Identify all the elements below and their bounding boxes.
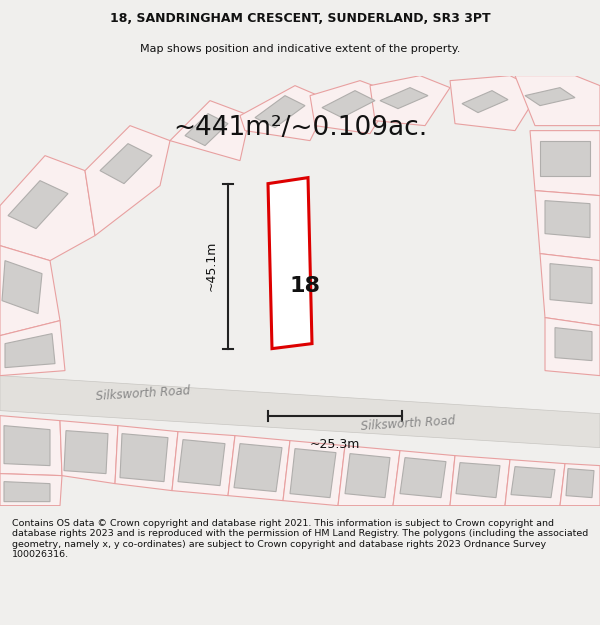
Polygon shape [185, 114, 228, 146]
Polygon shape [172, 432, 235, 496]
Polygon shape [400, 458, 446, 498]
Polygon shape [545, 201, 590, 238]
Polygon shape [268, 177, 312, 349]
Polygon shape [0, 321, 65, 376]
Polygon shape [2, 261, 42, 314]
Polygon shape [540, 141, 590, 176]
Text: 18: 18 [290, 276, 320, 296]
Polygon shape [120, 434, 168, 482]
Polygon shape [525, 88, 575, 106]
Polygon shape [234, 444, 282, 492]
Polygon shape [555, 328, 592, 361]
Text: ~45.1m: ~45.1m [205, 241, 218, 291]
Polygon shape [0, 156, 95, 261]
Polygon shape [338, 446, 400, 506]
Polygon shape [505, 459, 565, 506]
Polygon shape [370, 76, 450, 126]
Polygon shape [540, 254, 600, 326]
Polygon shape [393, 451, 455, 506]
Text: Silksworth Road: Silksworth Road [360, 414, 455, 433]
Polygon shape [4, 482, 50, 502]
Polygon shape [322, 91, 375, 118]
Polygon shape [228, 436, 290, 501]
Text: Contains OS data © Crown copyright and database right 2021. This information is : Contains OS data © Crown copyright and d… [12, 519, 588, 559]
Polygon shape [515, 76, 600, 126]
Polygon shape [64, 431, 108, 474]
Polygon shape [0, 246, 60, 336]
Polygon shape [566, 469, 594, 498]
Polygon shape [4, 426, 50, 466]
Polygon shape [380, 88, 428, 109]
Polygon shape [170, 101, 250, 161]
Polygon shape [511, 467, 555, 498]
Polygon shape [450, 76, 540, 131]
Polygon shape [450, 456, 510, 506]
Text: ~25.3m: ~25.3m [310, 438, 360, 451]
Polygon shape [560, 464, 600, 506]
Polygon shape [85, 126, 170, 236]
Polygon shape [255, 96, 305, 128]
Text: Map shows position and indicative extent of the property.: Map shows position and indicative extent… [140, 44, 460, 54]
Text: Silksworth Road: Silksworth Road [95, 384, 190, 403]
Polygon shape [310, 81, 395, 134]
Polygon shape [100, 144, 152, 184]
Polygon shape [60, 421, 118, 484]
Polygon shape [535, 191, 600, 261]
Polygon shape [0, 376, 600, 448]
Polygon shape [178, 439, 225, 486]
Polygon shape [5, 334, 55, 367]
Polygon shape [345, 454, 390, 498]
Polygon shape [462, 91, 508, 112]
Polygon shape [530, 131, 600, 196]
Polygon shape [0, 416, 62, 476]
Polygon shape [115, 426, 178, 491]
Polygon shape [290, 449, 336, 498]
Text: ~441m²/~0.109ac.: ~441m²/~0.109ac. [173, 114, 427, 141]
Polygon shape [8, 181, 68, 229]
Polygon shape [240, 86, 330, 141]
Polygon shape [0, 474, 62, 506]
Text: 18, SANDRINGHAM CRESCENT, SUNDERLAND, SR3 3PT: 18, SANDRINGHAM CRESCENT, SUNDERLAND, SR… [110, 12, 490, 25]
Polygon shape [545, 318, 600, 376]
Polygon shape [456, 462, 500, 498]
Polygon shape [550, 264, 592, 304]
Polygon shape [283, 441, 345, 506]
Polygon shape [268, 177, 312, 349]
